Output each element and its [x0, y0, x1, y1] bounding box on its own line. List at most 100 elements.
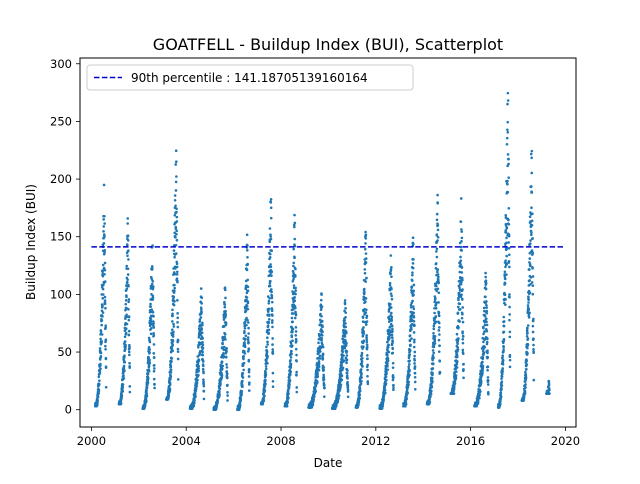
data-point	[269, 288, 273, 291]
data-point	[366, 357, 369, 361]
data-point	[170, 357, 174, 360]
data-point	[174, 149, 178, 153]
data-point	[247, 341, 250, 345]
data-point	[436, 268, 440, 271]
data-point	[123, 335, 127, 339]
data-point	[201, 323, 204, 327]
data-point	[432, 324, 436, 328]
data-point	[433, 334, 437, 338]
data-point	[505, 262, 509, 266]
data-point	[98, 369, 102, 373]
data-point	[530, 185, 533, 188]
data-point	[173, 194, 177, 197]
data-point	[99, 351, 103, 355]
data-point	[389, 254, 393, 257]
data-point	[173, 286, 177, 290]
data-point	[484, 271, 487, 275]
data-point	[483, 345, 487, 349]
data-point	[226, 394, 229, 397]
data-point	[99, 355, 103, 358]
data-point	[458, 320, 461, 323]
data-point	[434, 262, 438, 265]
data-point	[193, 392, 197, 396]
data-point	[457, 337, 460, 340]
data-point	[506, 153, 510, 156]
data-point	[391, 336, 394, 340]
data-point	[460, 230, 464, 233]
data-point	[225, 347, 228, 350]
data-point	[293, 316, 297, 320]
data-point	[433, 342, 437, 345]
data-point	[363, 268, 367, 271]
data-point	[175, 175, 178, 178]
data-point	[173, 283, 176, 287]
data-point	[482, 332, 485, 336]
data-point	[196, 345, 200, 349]
data-point	[267, 299, 271, 303]
data-point	[101, 272, 105, 276]
data-point	[225, 363, 228, 366]
data-point	[125, 280, 129, 284]
data-point	[523, 380, 527, 383]
data-point	[269, 265, 273, 269]
data-point	[169, 371, 173, 374]
data-point	[172, 295, 176, 299]
data-point	[175, 260, 179, 264]
data-point	[172, 249, 176, 252]
data-point	[386, 357, 390, 361]
data-point	[294, 326, 298, 329]
data-point	[365, 320, 369, 323]
data-point	[411, 273, 414, 277]
data-point	[506, 102, 509, 106]
data-point	[97, 382, 101, 386]
data-point	[343, 299, 347, 302]
data-point	[454, 370, 458, 373]
data-point	[460, 240, 463, 243]
data-point	[486, 368, 489, 372]
data-point	[266, 336, 269, 340]
data-point	[481, 364, 485, 368]
data-point	[103, 268, 107, 272]
data-point	[505, 254, 509, 258]
y-tick-label: 200	[50, 172, 72, 186]
data-point	[486, 383, 490, 386]
data-point	[320, 315, 323, 318]
data-point	[508, 358, 512, 362]
data-point	[201, 353, 205, 357]
data-point	[176, 357, 180, 361]
data-point	[359, 382, 363, 385]
data-point	[195, 385, 198, 388]
data-point	[202, 380, 205, 383]
data-point	[485, 329, 489, 333]
data-point	[346, 388, 350, 392]
data-point	[388, 283, 392, 287]
data-point	[103, 272, 106, 276]
x-tick-label: 2004	[172, 434, 201, 448]
data-point	[481, 360, 484, 364]
data-point	[527, 316, 531, 319]
data-point	[502, 348, 505, 352]
data-point	[99, 367, 102, 370]
data-point	[547, 383, 551, 387]
data-point	[295, 359, 298, 363]
data-point	[438, 326, 441, 329]
data-point	[103, 280, 107, 283]
data-point	[152, 334, 156, 337]
data-point	[200, 302, 204, 305]
data-point	[266, 295, 270, 298]
data-point	[263, 389, 267, 392]
data-point	[226, 383, 229, 387]
data-point	[322, 383, 326, 387]
data-point	[245, 249, 249, 252]
data-point	[270, 249, 273, 253]
data-point	[103, 295, 107, 299]
data-point	[101, 293, 105, 296]
data-point	[175, 262, 179, 266]
data-point	[271, 348, 275, 351]
data-point	[459, 259, 463, 262]
data-point	[146, 372, 150, 376]
data-point	[461, 352, 465, 355]
data-point	[148, 340, 152, 344]
data-point	[433, 338, 437, 342]
data-point	[239, 397, 243, 400]
